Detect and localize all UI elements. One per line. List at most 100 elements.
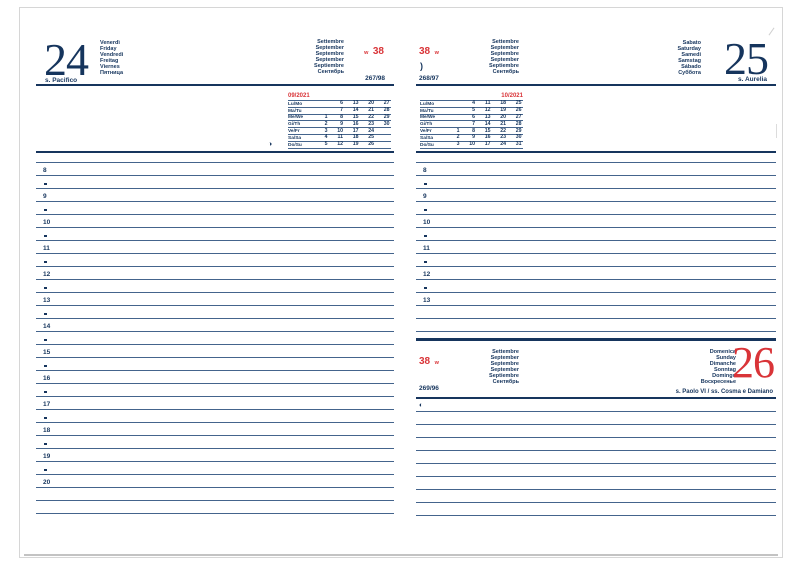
mini-calendar-date: 16 — [484, 134, 491, 141]
mini-calendar-row: Gi/Th 7 14 21 28 — [420, 120, 523, 129]
month-name: September — [490, 56, 519, 63]
day-name: Domingo — [712, 372, 736, 379]
schedule-line: 14 — [36, 319, 394, 332]
day-name: Sonntag — [714, 366, 736, 373]
page-bottom-shadow — [24, 554, 778, 556]
mini-calendar-day-label: Gi/Th — [420, 122, 433, 128]
month-name: September — [490, 354, 519, 361]
schedule-line — [416, 176, 776, 189]
schedule-line: 9 — [36, 189, 394, 202]
mini-calendar-day-label: Me/We — [420, 115, 436, 121]
day-names-multilingual: Venerdì Friday Vendredi Freitag Viernes Пятни… — [100, 40, 170, 76]
sunday-separator-rule — [416, 338, 776, 341]
week-number: 38 w — [419, 41, 439, 59]
moon-phase-icon: ) — [420, 61, 423, 71]
day-names-multilingual: Sabato Saturday Samedi Samstag Sábado Суббота — [621, 40, 701, 76]
mini-calendar-date: 19 — [500, 107, 506, 114]
header-rule — [416, 84, 776, 86]
schedule-line — [416, 228, 776, 241]
mini-calendar-date: 8 — [472, 127, 475, 134]
mini-calendar-row: Me/We 1 8 15 22 29 — [288, 114, 391, 122]
day-name: Freitag — [100, 57, 119, 64]
mini-calendar-date: 12 — [337, 141, 343, 148]
day-number-26: 26 — [732, 338, 775, 387]
mini-calendar-row: Ma/Tu 5 12 19 26 — [420, 107, 523, 115]
mini-calendar-date: 23 — [500, 134, 506, 141]
month-name: Settembre — [492, 349, 519, 355]
day-name: Dimanche — [709, 360, 736, 367]
mini-calendar-date: 1 — [456, 127, 460, 134]
hour-label: 8 — [43, 167, 47, 174]
half-hour-dot — [44, 234, 47, 237]
mini-calendar-day-label: Do/Su — [288, 142, 302, 148]
schedule-line — [36, 228, 394, 241]
hourly-schedule-lines: 8 9 10 11 12 13 14 15 16 17 18 19 20 — [36, 150, 394, 514]
mini-calendar-date: 29 — [515, 127, 522, 134]
mini-calendar-date: 26 — [368, 141, 374, 148]
mini-calendar-date: 10 — [469, 141, 475, 148]
schedule-line: 11 — [416, 241, 776, 254]
mini-calendar-date: 21 — [500, 120, 506, 127]
hour-label: 10 — [43, 219, 51, 226]
schedule-line — [36, 436, 394, 449]
mini-calendar-day-label: Sa/Sa — [288, 135, 302, 141]
mini-calendar-date: 6 — [472, 113, 475, 120]
month-name: Сентябрь — [492, 68, 519, 75]
half-hour-dot — [44, 364, 47, 367]
month-name: September — [315, 56, 344, 63]
mini-calendar-date: 13 — [484, 113, 491, 120]
moon-phase-icon: ◑ — [268, 141, 273, 148]
mini-calendar-date: 11 — [485, 100, 491, 107]
month-name: Septembre — [315, 50, 344, 57]
calendar-bottom-rule — [416, 151, 776, 153]
hour-label: 14 — [43, 323, 51, 330]
hour-label: 16 — [43, 375, 51, 382]
hour-label: 13 — [43, 297, 51, 304]
hour-label: 20 — [43, 479, 51, 486]
mini-calendar-date: 30 — [383, 120, 390, 127]
month-names-multilingual: Settembre September Septembre September Sept… — [274, 39, 344, 75]
mini-calendar-day-label: Ve/Fr — [288, 128, 300, 134]
schedule-line — [36, 358, 394, 371]
mini-calendar-date: 13 — [352, 100, 359, 107]
half-hour-dot — [44, 208, 47, 211]
schedule-line: 10 — [416, 215, 776, 228]
mini-calendar-title: 09/2021 — [288, 93, 391, 101]
mini-calendar-date: 12 — [484, 107, 491, 114]
mini-calendar-date: 21 — [368, 107, 374, 114]
half-hour-dot — [44, 390, 47, 393]
note-line — [416, 477, 776, 490]
mini-calendar-row: Ma/Tu 7 14 21 28 — [288, 107, 391, 115]
hour-label: 11 — [423, 245, 430, 252]
half-hour-dot — [424, 260, 427, 263]
mini-calendar-row: Sa/Sa 2 9 16 23 30 — [420, 134, 523, 142]
mini-calendar-date: 2 — [324, 120, 328, 127]
mini-calendar-day-label: Ve/Fr — [420, 128, 432, 134]
hour-label: 18 — [43, 427, 51, 434]
mini-calendar-day-label: Lu/Mo — [420, 101, 435, 107]
mini-calendar-date: 18 — [500, 100, 506, 107]
mini-calendar-date: 18 — [352, 134, 359, 141]
half-hour-dot — [44, 338, 47, 341]
day-name: Friday — [100, 45, 117, 52]
mini-calendar-date: 5 — [324, 141, 328, 148]
day-of-year-counter: 267/98 — [365, 75, 385, 82]
day-name: Viernes — [100, 63, 120, 70]
mini-calendar-row: Sa/Sa 4 11 18 25 — [288, 134, 391, 142]
mini-calendar-date: 25 — [368, 134, 374, 141]
week-number-value: 38 — [372, 46, 384, 57]
note-line — [416, 412, 776, 425]
day-number-25: 25 — [724, 33, 769, 84]
day-name: Суббота — [678, 69, 701, 76]
hour-label: 8 — [423, 167, 427, 174]
schedule-line — [416, 202, 776, 215]
mini-calendar-day-label: Ma/Tu — [420, 108, 434, 114]
note-line — [416, 503, 776, 516]
day-name: Пятница — [100, 69, 124, 76]
month-name: Septembre — [490, 50, 519, 57]
mini-calendar-date: 16 — [352, 120, 359, 127]
schedule-line: 12 — [416, 267, 776, 280]
month-name: Сентябрь — [492, 378, 519, 385]
mini-calendar-september: 09/2021 Lu/Mo 6 13 20 27 Ma/Tu 7 14 21 28 Me/We 1 8 15… — [288, 93, 391, 149]
mini-calendar-date: 4 — [472, 100, 475, 107]
